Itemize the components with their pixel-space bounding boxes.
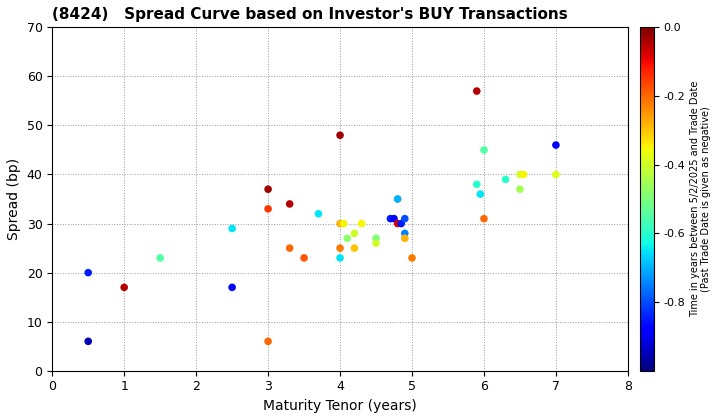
Point xyxy=(478,147,490,153)
Point xyxy=(370,235,382,242)
Point xyxy=(334,220,346,227)
Point xyxy=(284,245,295,252)
Point xyxy=(392,220,403,227)
Point xyxy=(83,269,94,276)
Point xyxy=(500,176,511,183)
Point xyxy=(384,215,396,222)
Point xyxy=(341,235,353,242)
Point xyxy=(514,186,526,193)
Point xyxy=(370,240,382,247)
Point xyxy=(550,142,562,148)
Point xyxy=(392,196,403,202)
Point xyxy=(388,215,400,222)
Text: (8424)   Spread Curve based on Investor's BUY Transactions: (8424) Spread Curve based on Investor's … xyxy=(53,7,568,22)
Point xyxy=(348,245,360,252)
Point xyxy=(226,284,238,291)
Point xyxy=(298,255,310,261)
Point xyxy=(471,88,482,94)
Point xyxy=(284,201,295,207)
Point xyxy=(262,186,274,193)
Point xyxy=(262,205,274,212)
X-axis label: Maturity Tenor (years): Maturity Tenor (years) xyxy=(264,399,417,413)
Point xyxy=(356,220,367,227)
Y-axis label: Time in years between 5/2/2025 and Trade Date
(Past Trade Date is given as negat: Time in years between 5/2/2025 and Trade… xyxy=(690,81,711,317)
Point xyxy=(348,230,360,237)
Point xyxy=(399,215,410,222)
Point xyxy=(392,196,403,202)
Point xyxy=(550,171,562,178)
Point xyxy=(226,225,238,232)
Point xyxy=(471,181,482,188)
Point xyxy=(118,284,130,291)
Point xyxy=(399,235,410,242)
Point xyxy=(395,220,407,227)
Y-axis label: Spread (bp): Spread (bp) xyxy=(7,158,21,240)
Point xyxy=(474,191,486,197)
Point xyxy=(83,338,94,345)
Point xyxy=(334,132,346,139)
Point xyxy=(312,210,324,217)
Point xyxy=(338,220,349,227)
Point xyxy=(514,171,526,178)
Point xyxy=(154,255,166,261)
Point xyxy=(334,255,346,261)
Point xyxy=(334,245,346,252)
Point xyxy=(262,338,274,345)
Point xyxy=(518,171,529,178)
Point xyxy=(478,215,490,222)
Point xyxy=(399,230,410,237)
Point xyxy=(406,255,418,261)
